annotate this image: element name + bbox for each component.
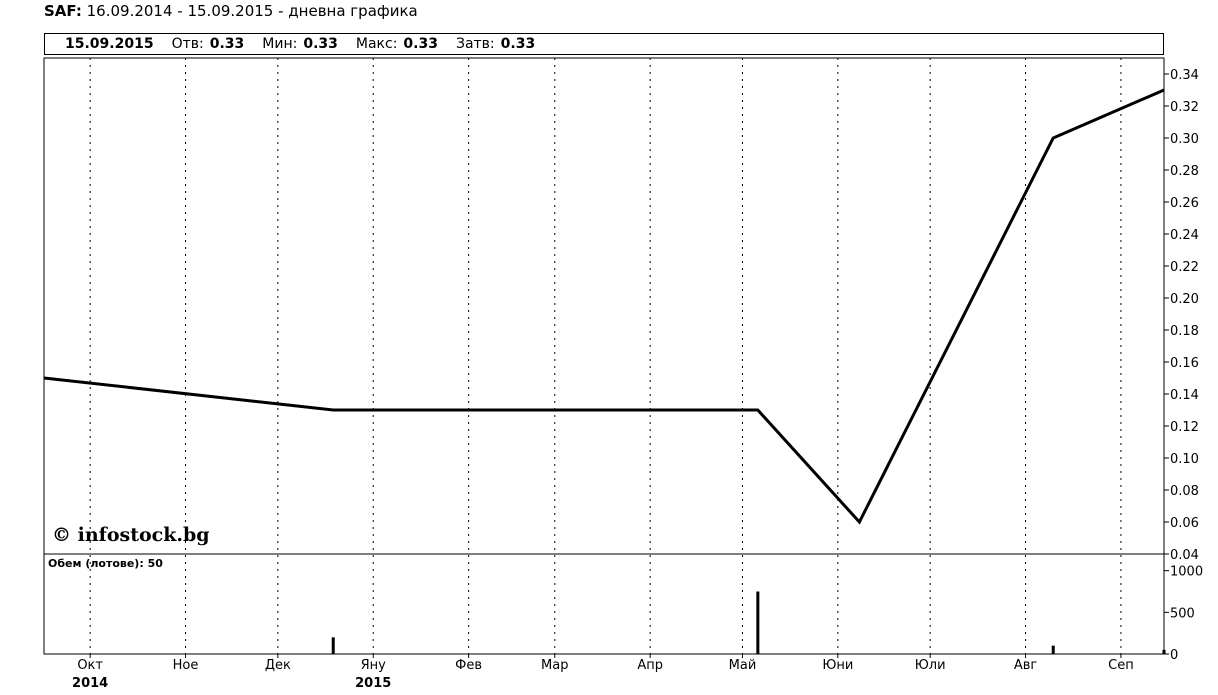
x-tick-label: Мар <box>541 658 568 673</box>
min-value: 0.33 <box>303 36 338 52</box>
y-tick-label: 0.32 <box>1170 100 1199 115</box>
y-tick-label: 0.22 <box>1170 260 1199 275</box>
y-tick-label: 0.04 <box>1170 548 1199 563</box>
x-tick-label: Апр <box>637 658 663 673</box>
ticker-symbol: SAF: <box>44 2 82 20</box>
volume-bar <box>756 591 760 654</box>
min-label: Мин: <box>262 36 298 52</box>
open-label: Отв: <box>171 36 204 52</box>
close-value: 0.33 <box>500 36 536 52</box>
period-text: 16.09.2014 - 15.09.2015 - дневна графика <box>86 2 418 20</box>
max-value: 0.33 <box>403 36 438 52</box>
chart-title: SAF: 16.09.2014 - 15.09.2015 - дневна гр… <box>44 2 418 20</box>
x-tick-label: Яну <box>361 658 387 673</box>
y-tick-label: 0.28 <box>1170 164 1199 179</box>
x-tick-label: Май <box>729 658 757 673</box>
x-tick-label: Авг <box>1014 658 1038 673</box>
y-tick-label: 0.16 <box>1170 356 1199 371</box>
price-series <box>43 88 1165 525</box>
y-tick-label: 0.26 <box>1170 196 1199 211</box>
y-tick-label: 0.12 <box>1170 420 1199 435</box>
volume-bar <box>331 637 335 654</box>
volume-panel-frame <box>43 553 1165 655</box>
x-tick-label: Дек <box>265 658 291 673</box>
quote-date: 15.09.2015 <box>65 36 154 52</box>
date-axis: Окт 2014 Ное Дек Яну 2015 Фев Мар Апр Май Юни Юли Ав… <box>72 654 1134 691</box>
y-tick-label: 0.10 <box>1170 452 1199 467</box>
price-line <box>43 88 1165 525</box>
quote-info-bar: 15.09.2015 Отв: 0.33 Мин: 0.33 Макс: 0.3… <box>44 33 1164 55</box>
close-label: Затв: <box>455 36 495 52</box>
x-tick-label: Фев <box>455 658 482 673</box>
y-tick-label: 0.30 <box>1170 132 1199 147</box>
x-year-label: 2014 <box>72 676 108 691</box>
volume-bar <box>1051 645 1055 654</box>
volume-axis: 0 500 1000 <box>1164 565 1203 663</box>
y-tick-label: 0.24 <box>1170 228 1199 243</box>
volume-panel-label: Обем (лотове): 50 <box>48 557 163 570</box>
volume-bars <box>331 591 1166 654</box>
x-year-label: 2015 <box>355 676 391 691</box>
volume-tick-label: 1000 <box>1170 565 1203 580</box>
y-tick-label: 0.14 <box>1170 388 1199 403</box>
x-tick-label: Окт <box>77 658 103 673</box>
max-label: Макс: <box>355 36 398 52</box>
volume-tick-label: 0 <box>1170 648 1178 663</box>
y-tick-label: 0.34 <box>1170 68 1199 83</box>
y-tick-label: 0.18 <box>1170 324 1199 339</box>
volume-tick-label: 500 <box>1170 606 1195 621</box>
volume-bar <box>1162 649 1166 654</box>
x-tick-label: Юни <box>822 658 853 673</box>
price-panel-frame <box>43 57 1165 555</box>
y-tick-label: 0.20 <box>1170 292 1199 307</box>
price-axis: 0.04 0.06 0.08 0.10 0.12 0.14 0.16 0.18 0.20 0.22… <box>1164 68 1199 563</box>
copyright-watermark: © infostock.bg <box>52 524 210 546</box>
x-tick-label: Сеп <box>1108 658 1134 673</box>
open-value: 0.33 <box>209 36 245 52</box>
month-grid <box>89 58 1122 654</box>
x-tick-label: Ное <box>173 658 199 673</box>
y-tick-label: 0.08 <box>1170 484 1199 499</box>
y-tick-label: 0.06 <box>1170 516 1199 531</box>
x-tick-label: Юли <box>915 658 946 673</box>
